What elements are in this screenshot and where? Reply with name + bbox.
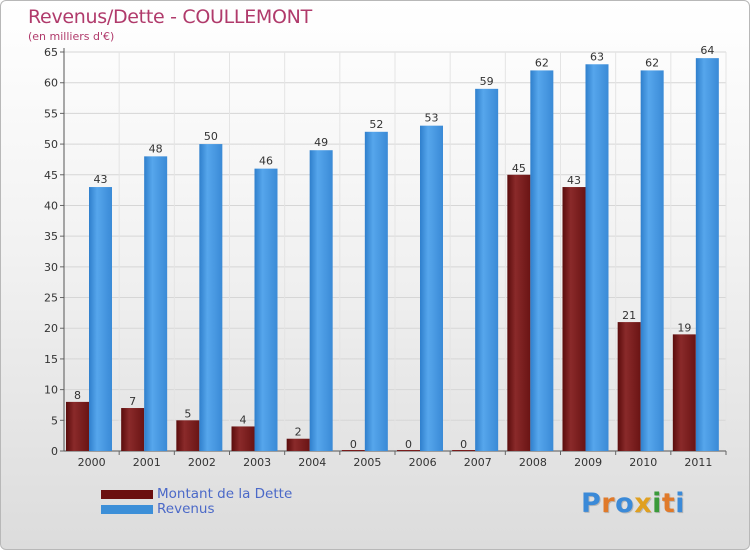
logo-letter: o <box>615 488 635 519</box>
data-label-dette: 0 <box>460 438 467 451</box>
bar-dette <box>397 450 420 451</box>
data-label-revenus: 49 <box>314 136 328 149</box>
legend-label-revenus: Revenus <box>157 501 215 517</box>
data-label-revenus: 48 <box>149 142 163 155</box>
bar-dette <box>231 426 255 451</box>
bar-dette <box>562 187 586 452</box>
data-label-dette: 2 <box>295 426 302 439</box>
data-label-dette: 0 <box>350 438 357 451</box>
y-tick-label: 35 <box>44 230 58 243</box>
data-label-revenus: 62 <box>645 56 659 69</box>
proxiti-logo: Proxiti <box>581 488 685 519</box>
legend-item-revenus: Revenus <box>101 502 292 517</box>
data-label-revenus: 53 <box>425 112 439 125</box>
bar-revenus <box>640 70 664 452</box>
bar-revenus <box>89 187 112 452</box>
data-label-dette: 8 <box>74 389 81 402</box>
y-tick-label: 45 <box>44 169 58 182</box>
data-label-dette: 21 <box>622 309 636 322</box>
bar-revenus <box>199 144 223 452</box>
y-tick-label: 5 <box>51 414 58 427</box>
bar-dette <box>121 408 145 451</box>
bar-revenus <box>530 70 554 452</box>
bar-revenus <box>695 58 719 452</box>
logo-letter: x <box>634 488 653 519</box>
data-label-dette: 7 <box>129 395 136 408</box>
legend-swatch-revenus <box>101 505 153 514</box>
y-tick-label: 10 <box>44 384 58 397</box>
logo-letter: i <box>652 488 662 519</box>
bar-revenus <box>364 131 388 452</box>
bar-dette <box>452 450 476 451</box>
y-tick-label: 55 <box>44 107 58 120</box>
legend: Montant de la Dette Revenus <box>101 487 292 517</box>
x-tick-label: 2009 <box>574 456 602 469</box>
data-label-revenus: 62 <box>535 56 549 69</box>
x-tick-label: 2008 <box>519 456 547 469</box>
x-tick-label: 2003 <box>243 456 271 469</box>
data-label-revenus: 50 <box>204 130 218 143</box>
data-label-revenus: 46 <box>259 155 273 168</box>
x-tick-label: 2001 <box>133 456 161 469</box>
x-tick-label: 2010 <box>629 456 657 469</box>
logo-letter: r <box>601 488 616 519</box>
bar-dette <box>66 401 89 451</box>
legend-swatch-dette <box>101 490 153 499</box>
bar-dette <box>617 322 641 451</box>
y-tick-label: 20 <box>44 322 58 335</box>
legend-item-dette: Montant de la Dette <box>101 487 292 502</box>
y-tick-label: 0 <box>51 445 58 458</box>
data-label-revenus: 59 <box>480 75 494 88</box>
y-tick-label: 15 <box>44 353 58 366</box>
bar-revenus <box>585 64 609 452</box>
x-tick-label: 2007 <box>464 456 492 469</box>
y-tick-label: 30 <box>44 261 58 274</box>
legend-label-dette: Montant de la Dette <box>157 486 293 502</box>
x-tick-label: 2006 <box>409 456 437 469</box>
logo-letter: t <box>661 488 676 519</box>
bar-revenus <box>309 150 333 451</box>
bar-dette <box>286 438 310 451</box>
y-tick-label: 25 <box>44 292 58 305</box>
logo-letter: i <box>675 488 686 519</box>
data-label-dette: 5 <box>184 407 191 420</box>
bar-dette <box>176 420 200 451</box>
data-label-dette: 43 <box>567 174 581 187</box>
bar-revenus <box>475 88 499 451</box>
x-tick-label: 2004 <box>298 456 326 469</box>
y-tick-label: 60 <box>44 77 58 90</box>
y-tick-label: 65 <box>44 46 58 59</box>
bar-revenus <box>420 125 443 452</box>
bar-dette <box>672 334 696 451</box>
bar-revenus <box>144 156 168 451</box>
x-tick-label: 2000 <box>78 456 106 469</box>
data-label-revenus: 64 <box>700 44 714 57</box>
data-label-revenus: 43 <box>94 173 108 186</box>
x-tick-label: 2005 <box>353 456 381 469</box>
chart-subtitle: (en milliers d'€) <box>28 30 115 43</box>
data-label-dette: 0 <box>405 438 412 451</box>
x-tick-label: 2002 <box>188 456 216 469</box>
data-label-dette: 4 <box>240 413 247 426</box>
chart-title: Revenus/Dette - COULLEMONT <box>28 6 312 28</box>
data-label-revenus: 52 <box>369 118 383 131</box>
data-label-dette: 45 <box>512 162 526 175</box>
logo-letter: P <box>581 488 602 519</box>
data-label-dette: 19 <box>677 321 691 334</box>
y-tick-label: 50 <box>44 138 58 151</box>
data-label-revenus: 63 <box>590 50 604 63</box>
y-tick-label: 40 <box>44 199 58 212</box>
bar-revenus <box>254 168 278 451</box>
bar-dette <box>507 174 531 451</box>
x-tick-label: 2011 <box>684 456 712 469</box>
bar-dette <box>341 450 365 451</box>
